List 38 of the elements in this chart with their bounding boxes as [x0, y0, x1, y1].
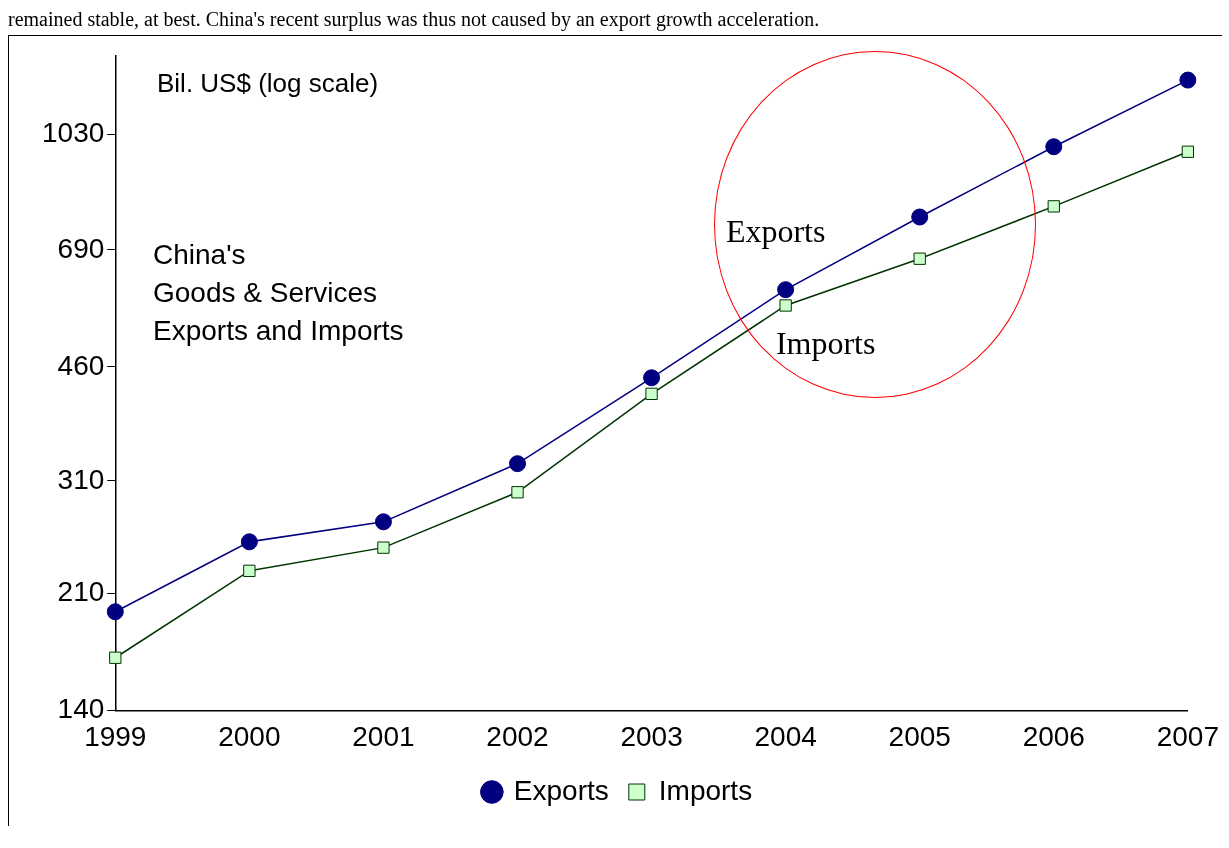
point — [240, 533, 258, 551]
x-tick-label: 2004 — [754, 720, 817, 752]
point — [509, 455, 526, 473]
text: China's Goods & Services Exports and Imports — [153, 238, 404, 348]
x-tick-label: 2007 — [1156, 720, 1219, 752]
x-tick-label: 2002 — [486, 720, 549, 752]
point — [106, 603, 124, 621]
x-tick-label: 2003 — [620, 720, 683, 752]
legend-label: Exports — [513, 774, 609, 806]
point — [377, 541, 390, 554]
point — [374, 513, 392, 531]
text: remained stable, at best. China's recent surplus was thus not caused by an export growth acceleration. — [8, 8, 821, 31]
y-tick-label: 690 — [57, 232, 105, 264]
x-tick-label: 2001 — [352, 720, 415, 752]
point — [911, 208, 929, 226]
text: Imports — [775, 324, 876, 361]
text: Exports — [725, 213, 826, 250]
point — [1181, 145, 1195, 158]
x-tick-label: 2000 — [218, 720, 281, 752]
point — [1047, 200, 1060, 213]
x-tick-label: 2006 — [1022, 720, 1085, 752]
point — [645, 387, 658, 401]
legend-label: Imports — [658, 774, 753, 806]
point — [643, 369, 661, 387]
point — [1045, 138, 1063, 156]
point — [777, 281, 795, 299]
point — [779, 299, 792, 312]
point — [1179, 71, 1197, 89]
point — [243, 564, 256, 577]
point — [913, 252, 926, 265]
y-tick-label: 210 — [57, 576, 105, 608]
point — [511, 486, 524, 499]
point — [109, 651, 122, 664]
y-tick-label: 310 — [57, 463, 105, 495]
x-tick-label: 2005 — [888, 720, 951, 752]
y-axis-title: Bil. US$ (log scale) — [157, 68, 379, 99]
y-tick-label: 1030 — [41, 116, 105, 148]
y-tick-label: 460 — [57, 349, 105, 381]
